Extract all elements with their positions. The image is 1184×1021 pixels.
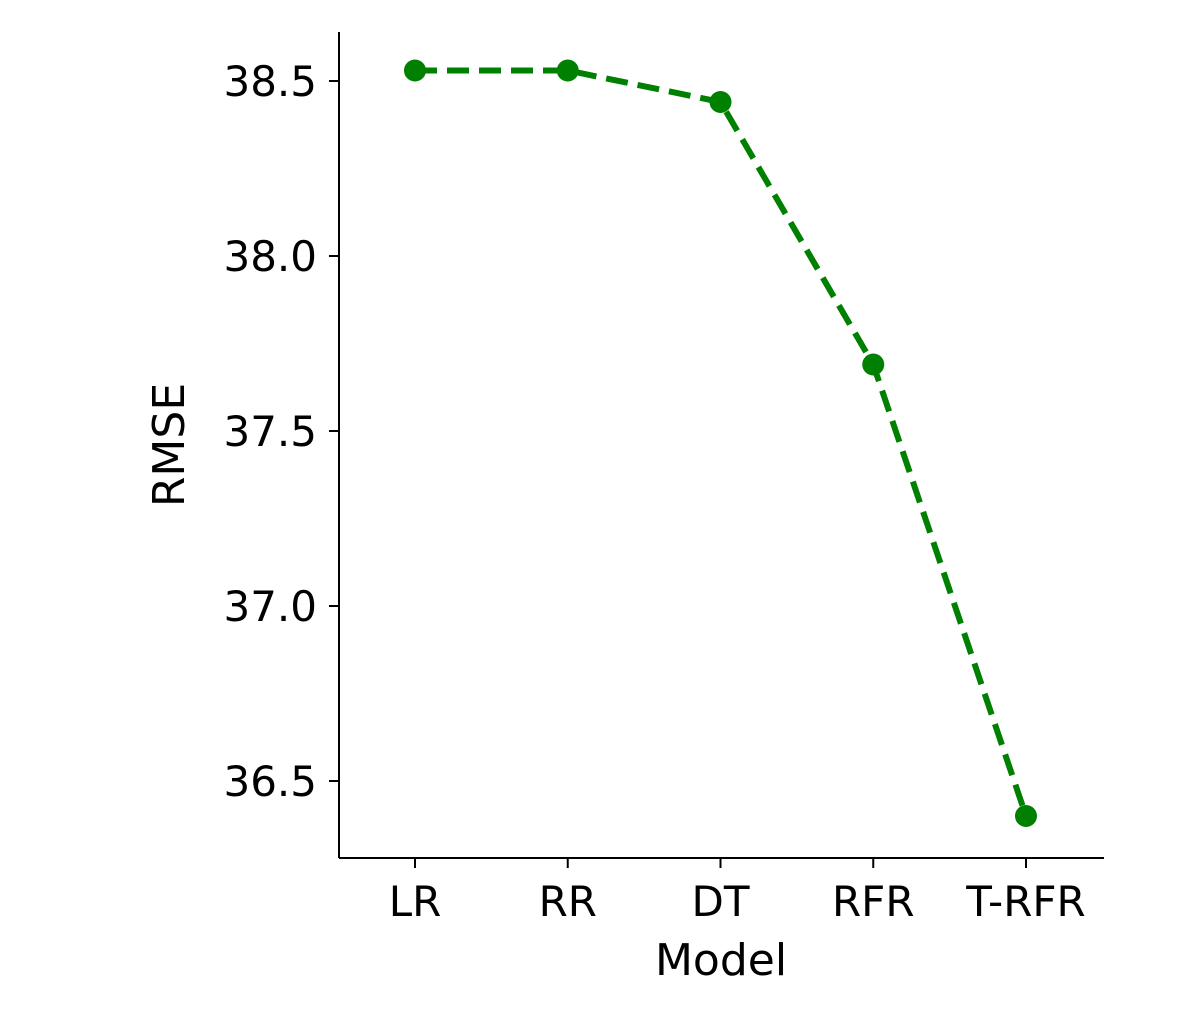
data-point-t-rfr — [1015, 805, 1037, 827]
data-point-rr — [556, 59, 579, 82]
x-tick-label: RR — [539, 877, 597, 926]
y-tick-label: 38.0 — [223, 232, 317, 281]
series-line — [415, 67, 1029, 817]
axis-labels: Model RMSE — [144, 383, 787, 986]
y-tick-label: 37.0 — [223, 582, 317, 631]
data-point-dt — [709, 91, 732, 113]
axes — [338, 32, 1104, 859]
y-tick-label: 38.5 — [223, 57, 317, 106]
data-point-rfr — [862, 353, 885, 376]
series — [404, 59, 1037, 827]
y-axis-label: RMSE — [144, 383, 195, 507]
data-point-lr — [404, 59, 426, 82]
x-tick-label: LR — [389, 877, 442, 926]
y-tick-label: 36.5 — [223, 757, 317, 806]
x-ticks: LR RR DT RFR T-RFR — [389, 858, 1086, 926]
x-tick-label: T-RFR — [965, 877, 1085, 926]
x-tick-label: DT — [692, 877, 750, 926]
y-tick-label: 37.5 — [223, 407, 317, 456]
x-axis-label: Model — [655, 935, 787, 986]
x-tick-label: RFR — [832, 877, 915, 926]
y-ticks: 36.5 37.0 37.5 38.0 38.5 — [223, 57, 339, 806]
